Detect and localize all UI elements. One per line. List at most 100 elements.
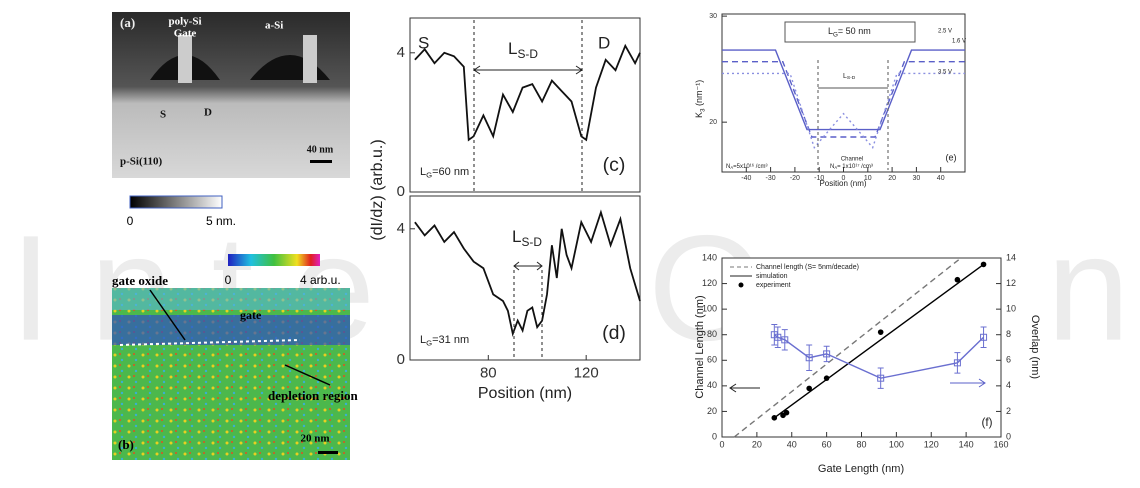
annotation: NA= 1x10¹⁷ /cm³: [830, 163, 873, 170]
scale-bar: [318, 451, 338, 454]
y2-tick-label: 6: [1006, 355, 1011, 365]
x-tick-label: 80: [856, 439, 866, 449]
scale-label: 20 nm: [300, 433, 329, 445]
y2-tick-label: 10: [1006, 304, 1016, 314]
x-tick-label: -40: [741, 175, 751, 182]
data-line: [733, 257, 962, 438]
colorbar-label: 4 arb.u.: [300, 273, 341, 287]
label: gate: [240, 308, 262, 322]
x-tick-label: 80: [480, 364, 497, 381]
guide: [473, 65, 583, 75]
plot-frame: [721, 257, 1002, 438]
annotation-sub: S-D: [847, 75, 856, 81]
x-tick-label: 0: [842, 175, 846, 182]
annotation: LG= 50 nm: [828, 26, 871, 38]
data-point: [953, 359, 961, 367]
colorbar: [129, 195, 223, 209]
colorbar-label: 0: [225, 273, 232, 287]
annotation-sub: G: [426, 170, 432, 179]
label: depletion region: [268, 388, 358, 403]
annotation: (dI/dz) (arb.u.): [369, 139, 386, 240]
data-point: [877, 329, 884, 335]
plot-frame: [409, 17, 641, 193]
x-tick-label: 120: [574, 364, 599, 381]
annotation: NA=5x10¹⁶ /cm³: [726, 163, 767, 170]
annotation: Gate Length (nm): [818, 463, 904, 475]
panel-label: (d): [602, 322, 626, 344]
data-point: [806, 385, 812, 392]
data-point: [980, 333, 988, 341]
gate-region: [112, 288, 350, 310]
annotation: experiment: [756, 282, 791, 289]
y-tick-label: 4: [397, 220, 405, 237]
data-line: [414, 43, 641, 142]
panel-label: (f): [981, 416, 992, 429]
x-tick-label: -20: [790, 175, 800, 182]
data-point: [823, 350, 831, 358]
colorbar-label: 5 nm.: [206, 214, 236, 228]
x-tick-label: 40: [787, 439, 797, 449]
data-point: [823, 375, 830, 381]
y2-tick-label: 14: [1006, 252, 1016, 262]
plot-frame: [409, 195, 641, 361]
annotation: Channel Length (nm): [694, 295, 706, 398]
pointer: [149, 289, 186, 341]
annotation-rest: (nm⁻¹): [694, 80, 704, 109]
y-tick-label: 40: [707, 380, 717, 390]
x-tick-label: 0: [719, 439, 724, 449]
annotation: Overlap (nm): [1029, 315, 1041, 379]
data-point: [805, 354, 813, 362]
y2-tick-label: 4: [1006, 380, 1011, 390]
annotation-text: L: [420, 166, 426, 178]
annotation-rest: = 1x10¹⁷ /cm³: [837, 163, 873, 170]
annotation: LG=31 nm: [420, 334, 469, 347]
spacer: [150, 55, 330, 80]
x-tick-label: 20: [888, 175, 896, 182]
colorbar-label: 0: [127, 214, 134, 228]
scale-label: 40 nm: [307, 144, 334, 155]
guide: [950, 378, 986, 388]
x-tick-label: 30: [913, 175, 921, 182]
guide: [513, 261, 543, 271]
annotation-sub: 3: [699, 108, 706, 112]
panel-a: (a) poly-Si Gate a-Si S D p-Si(110) 40 n…: [112, 12, 350, 178]
y-tick-label: 0: [397, 183, 405, 200]
data-line: [773, 263, 985, 419]
annotation-sub: G: [833, 31, 838, 38]
guide: [729, 383, 760, 393]
oxide-band: [112, 315, 350, 345]
gate-shape: [178, 35, 192, 83]
data-point: [980, 261, 987, 268]
colorbar-a: 0 5 nm.: [127, 195, 236, 228]
annotation: simulation: [756, 273, 788, 280]
annotation-rest: =5x10¹⁶ /cm³: [733, 163, 767, 170]
panel-label: (b): [118, 437, 134, 452]
panel-label: (e): [945, 152, 956, 162]
y2-tick-label: 2: [1006, 406, 1011, 416]
pointer: [284, 364, 331, 386]
panel-label: (c): [603, 154, 626, 176]
y-tick-label: 0: [712, 431, 717, 441]
label: gate oxide: [112, 273, 168, 288]
annotation: K3 (nm⁻¹): [694, 80, 706, 118]
y2-tick-label: 0: [1006, 431, 1011, 441]
annotation: LS-D: [843, 73, 856, 82]
data-point: [783, 409, 790, 416]
annotation: 1.6 V: [952, 39, 966, 45]
annotation-sub: A: [834, 165, 837, 170]
data-line: [414, 209, 641, 338]
annotation: LS-D: [512, 227, 542, 249]
scale-bar: [310, 160, 332, 163]
annotation-text: N: [830, 164, 834, 170]
error-bar: [980, 326, 987, 348]
data-point: [877, 374, 885, 382]
y-tick-label: 140: [702, 252, 717, 262]
annotation-text: K: [694, 112, 704, 118]
y-tick-label: 4: [397, 44, 405, 61]
x-tick-label: 160: [993, 439, 1008, 449]
annotation-sub: A: [730, 165, 733, 170]
y-tick-label: 60: [707, 355, 717, 365]
annotation-sub: S-D: [521, 235, 542, 249]
guide: [513, 270, 543, 360]
